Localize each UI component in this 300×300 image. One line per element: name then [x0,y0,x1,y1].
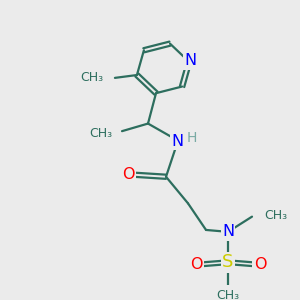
Text: N: N [222,224,234,239]
Text: N: N [184,53,196,68]
Text: CH₃: CH₃ [216,289,240,300]
Text: O: O [190,256,202,272]
Text: N: N [171,134,183,149]
Text: CH₃: CH₃ [80,71,103,84]
Text: S: S [222,253,234,271]
Text: CH₃: CH₃ [264,209,287,222]
Text: H: H [187,131,197,145]
Text: CH₃: CH₃ [89,127,112,140]
Text: O: O [122,167,134,182]
Text: O: O [254,256,266,272]
